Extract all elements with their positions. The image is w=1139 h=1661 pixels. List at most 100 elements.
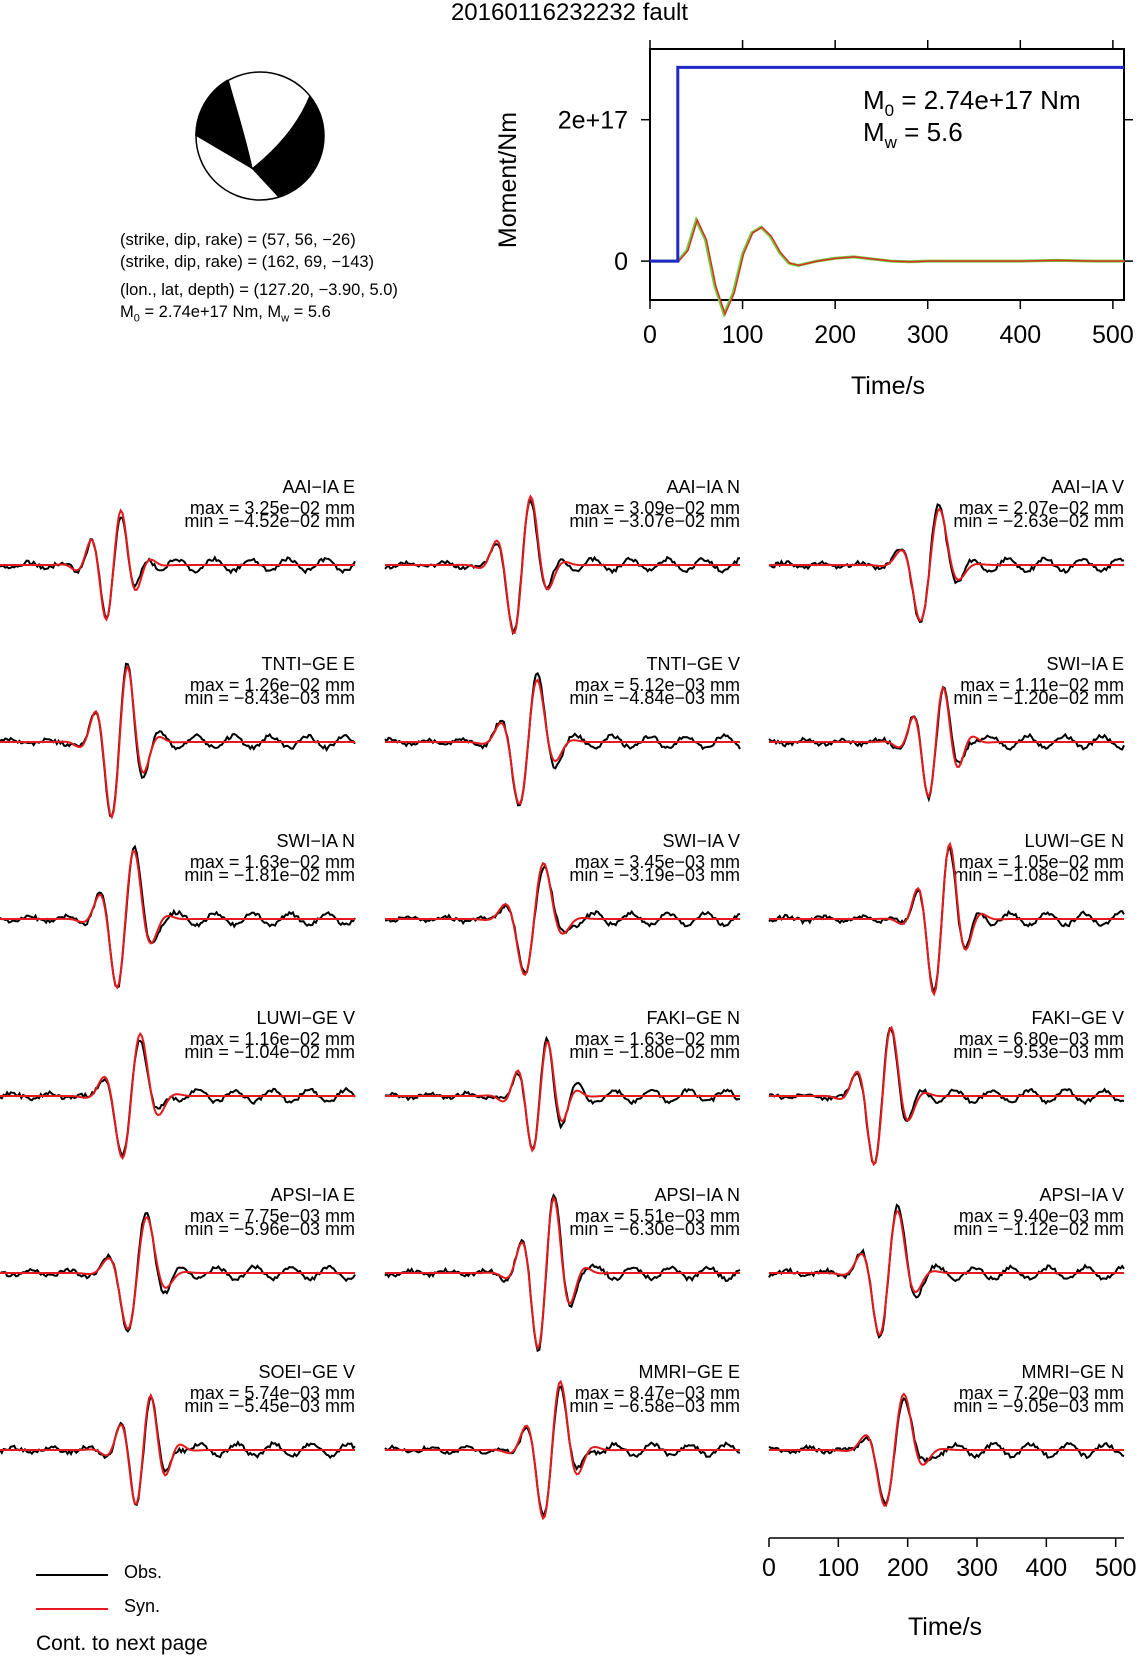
legend-syn-line xyxy=(36,1608,108,1610)
trace-min-label: min = −8.43e−03 mm xyxy=(184,688,355,708)
trace-obs-waveform xyxy=(768,1396,1125,1508)
trace-min-label: min = −5.45e−03 mm xyxy=(184,1396,355,1416)
trace-syn-waveform xyxy=(769,841,1124,997)
figure-title: 20160116232232 fault xyxy=(450,0,689,26)
trace-station-label: AAI−IA N xyxy=(666,477,740,497)
trace-max-label: max = 1.63e−02 mm xyxy=(190,852,355,872)
moment-magnitude: M0 = 2.74e+17 Nm, Mw = 5.6 xyxy=(120,303,331,325)
trace-min-label: min = −1.04e−02 mm xyxy=(184,1042,355,1062)
stf-ylabel: Moment/Nm xyxy=(494,112,522,248)
trace-max-label: max = 8.47e−03 mm xyxy=(575,1383,740,1403)
trace-syn-waveform xyxy=(0,849,355,990)
trace-max-label: max = 3.09e−02 mm xyxy=(575,498,740,518)
trace-min-label: min = −3.19e−03 mm xyxy=(569,865,740,885)
stf-xtick-label: 0 xyxy=(643,321,657,349)
trace-max-label: max = 9.40e−03 mm xyxy=(959,1206,1124,1226)
trace-syn-waveform xyxy=(769,507,1124,622)
trace-station-label: MMRI−GE N xyxy=(1021,1362,1124,1382)
stf-ytick-label: 2e+17 xyxy=(558,107,628,135)
trace-station-label: SWI−IA E xyxy=(1046,654,1124,674)
trace-station-label: SWI−IA V xyxy=(662,831,740,851)
trace-syn-waveform xyxy=(385,1041,740,1153)
trace-syn-waveform xyxy=(385,861,740,977)
trace-max-label: max = 7.20e−03 mm xyxy=(959,1383,1124,1403)
trace-station-label: SWI−IA N xyxy=(276,831,355,851)
stf-moment-rate-red xyxy=(651,218,1125,317)
trace-station-label: MMRI−GE E xyxy=(638,1362,740,1382)
legend-obs-label: Obs. xyxy=(124,1562,163,1582)
trace-syn-waveform xyxy=(0,664,355,820)
trace-syn-waveform xyxy=(385,1379,740,1521)
trace-min-label: min = −5.96e−03 mm xyxy=(184,1219,355,1239)
trace-min-label: min = −4.84e−03 mm xyxy=(569,688,740,708)
legend-syn-label: Syn. xyxy=(124,1596,161,1616)
trace-syn-waveform xyxy=(0,1216,355,1331)
legend-syn: Syn. xyxy=(36,1596,208,1630)
legend-obs: Obs. xyxy=(36,1562,208,1596)
trace-obs-waveform xyxy=(768,1203,1125,1340)
trace-min-label: min = −6.58e−03 mm xyxy=(569,1396,740,1416)
trace-min-label: min = −3.07e−02 mm xyxy=(569,511,740,531)
trace-syn-waveform xyxy=(769,1209,1124,1337)
stf-xtick-label: 400 xyxy=(999,321,1041,349)
wave-xtick-label: 400 xyxy=(1025,1554,1067,1582)
stf-cumulative-moment xyxy=(650,65,1124,263)
trace-max-label: max = 3.45e−03 mm xyxy=(575,852,740,872)
trace-syn-waveform xyxy=(0,1393,355,1505)
trace-max-label: max = 5.12e−03 mm xyxy=(575,675,740,695)
nodal-plane-2: (strike, dip, rake) = (162, 69, −143) xyxy=(120,253,375,271)
trace-max-label: max = 1.16e−02 mm xyxy=(190,1029,355,1049)
stf-m0-label: M0 = 2.74e+17 Nm xyxy=(863,85,1081,120)
stf-xtick-label: 100 xyxy=(722,321,764,349)
trace-min-label: min = −1.81e−02 mm xyxy=(184,865,355,885)
trace-min-label: min = −9.05e−03 mm xyxy=(953,1396,1124,1416)
trace-syn-waveform xyxy=(769,1392,1124,1507)
wave-xtick-label: 100 xyxy=(817,1554,859,1582)
trace-obs-waveform xyxy=(384,671,741,807)
trace-max-label: max = 6.80e−03 mm xyxy=(959,1029,1124,1049)
trace-station-label: SOEI−GE V xyxy=(258,1362,355,1382)
stf-xtick-label: 200 xyxy=(814,321,856,349)
trace-min-label: min = −9.53e−03 mm xyxy=(953,1042,1124,1062)
stf-ytick-label: 0 xyxy=(614,248,628,276)
trace-syn-waveform xyxy=(385,678,740,806)
trace-min-label: min = −1.08e−02 mm xyxy=(953,865,1124,885)
trace-syn-waveform xyxy=(769,685,1124,799)
trace-syn-waveform xyxy=(0,508,355,622)
trace-min-label: min = −1.80e−02 mm xyxy=(569,1042,740,1062)
trace-max-label: max = 5.74e−03 mm xyxy=(190,1383,355,1403)
wave-xtick-label: 0 xyxy=(762,1554,776,1582)
trace-min-label: min = −1.20e−02 mm xyxy=(953,688,1124,708)
stf-frame xyxy=(649,48,1125,301)
stf-mw-label: Mw = 5.6 xyxy=(863,117,963,152)
trace-station-label: APSI−IA E xyxy=(270,1185,355,1205)
trace-min-label: min = −4.52e−02 mm xyxy=(184,511,355,531)
trace-station-label: AAI−IA E xyxy=(282,477,355,497)
trace-obs-waveform xyxy=(384,499,740,636)
wave-xtick-label: 200 xyxy=(887,1554,929,1582)
stf-xtick-label: 500 xyxy=(1092,321,1134,349)
beachball-icon xyxy=(195,71,325,201)
trace-obs-waveform xyxy=(0,516,356,621)
trace-max-label: max = 1.26e−02 mm xyxy=(190,675,355,695)
trace-station-label: APSI−IA V xyxy=(1039,1185,1124,1205)
hypocenter-location: (lon., lat, depth) = (127.20, −3.90, 5.0… xyxy=(120,281,398,299)
trace-station-label: TNTI−GE V xyxy=(646,654,740,674)
stf-xlabel: Time/s xyxy=(851,372,925,400)
trace-max-label: max = 1.63e−02 mm xyxy=(575,1029,740,1049)
trace-syn-waveform xyxy=(0,1031,355,1161)
trace-max-label: max = 2.07e−02 mm xyxy=(959,498,1124,518)
wave-xtick-label: 300 xyxy=(956,1554,998,1582)
nodal-plane-1: (strike, dip, rake) = (57, 56, −26) xyxy=(120,231,356,249)
trace-max-label: max = 3.25e−02 mm xyxy=(190,498,355,518)
wave-xlabel: Time/s xyxy=(908,1613,982,1641)
trace-station-label: FAKI−GE N xyxy=(646,1008,740,1028)
stf-xtick-label: 300 xyxy=(907,321,949,349)
trace-syn-waveform xyxy=(769,1025,1124,1167)
trace-max-label: max = 1.05e−02 mm xyxy=(959,852,1124,872)
trace-station-label: LUWI−GE V xyxy=(256,1008,355,1028)
wave-xtick-label: 500 xyxy=(1095,1554,1137,1582)
trace-station-label: AAI−IA V xyxy=(1051,477,1124,497)
